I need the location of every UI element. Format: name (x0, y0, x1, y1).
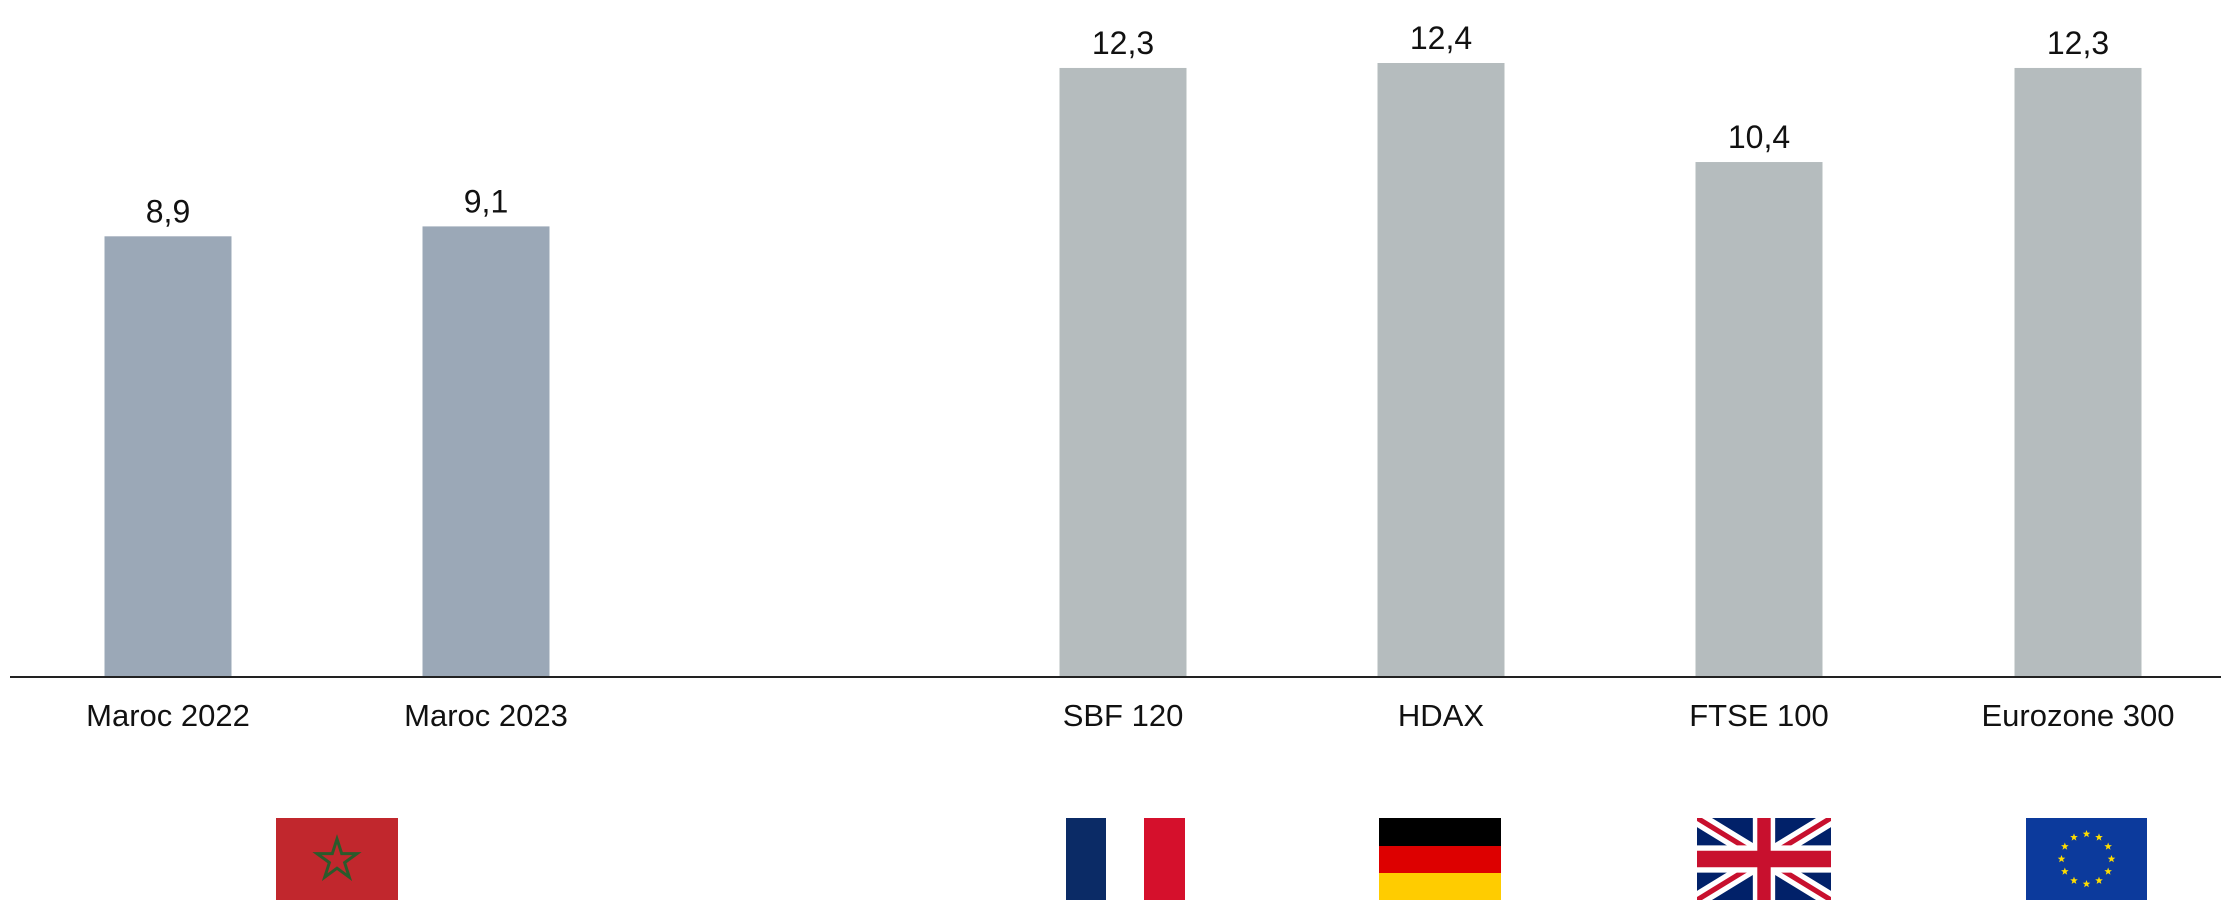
category-labels: Maroc 2022 Maroc 2023 SBF 120 HDAX FTSE 100 E… (86, 698, 2174, 733)
bar-5 (2014, 67, 2142, 678)
category-label-3: HDAX (1398, 698, 1484, 733)
eu-star-icon (2095, 876, 2103, 884)
eu-star-icon (2070, 833, 2078, 841)
eu-star-icon (2107, 855, 2116, 863)
bar-3 (1377, 63, 1505, 677)
bars (104, 63, 2142, 678)
bar-2 (1059, 67, 1187, 678)
eu-star-icon (2082, 880, 2091, 888)
eu-star-icon (2104, 867, 2112, 875)
uk-flag-icon (1697, 818, 1831, 900)
eu-star-icon (2095, 833, 2103, 841)
eu-star-icon (2057, 855, 2066, 863)
eu-star-icon (2104, 842, 2112, 850)
value-labels: 8,9 9,1 12,3 12,4 10,4 12,3 (146, 20, 2109, 229)
germany-flag-icon (1379, 818, 1501, 900)
value-label-3: 12,4 (1410, 20, 1472, 56)
category-label-4: FTSE 100 (1689, 698, 1829, 733)
france-flag-icon (1066, 818, 1185, 900)
value-label-5: 12,3 (2047, 25, 2109, 61)
bar-0 (104, 236, 232, 677)
eu-star-icon (2061, 842, 2069, 850)
eu-star-icon (2061, 867, 2069, 875)
bar-1 (422, 226, 550, 677)
eu-star-icon (2070, 876, 2078, 884)
eu-star-icon (2082, 830, 2091, 838)
bar-4 (1695, 162, 1823, 678)
value-label-2: 12,3 (1092, 25, 1154, 61)
category-label-2: SBF 120 (1063, 698, 1184, 733)
value-label-4: 10,4 (1728, 119, 1790, 155)
category-label-5: Eurozone 300 (1981, 698, 2174, 733)
morocco-flag-icon (276, 818, 398, 900)
value-label-1: 9,1 (464, 183, 508, 219)
value-label-0: 8,9 (146, 193, 190, 229)
category-label-0: Maroc 2022 (86, 698, 250, 733)
category-label-1: Maroc 2023 (404, 698, 568, 733)
eu-flag-icon (2026, 818, 2147, 900)
